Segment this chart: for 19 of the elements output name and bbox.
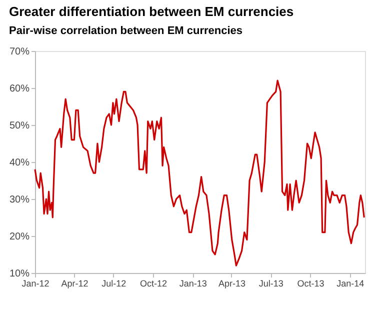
y-tick-label: 60%	[9, 84, 30, 94]
x-tick-label: Oct-12	[140, 278, 168, 288]
y-tick-label: 50%	[9, 120, 30, 132]
x-tick-label: Apr-13	[218, 278, 246, 288]
line-series	[34, 80, 365, 266]
y-tick-label: 70%	[9, 46, 30, 58]
y-tick-label: 30%	[9, 194, 30, 206]
y-tick-label: 10%	[9, 268, 30, 280]
x-tick-label: Jul-13	[258, 278, 284, 288]
x-tick-label: Apr-12	[61, 278, 88, 288]
x-tick-label: Jul-12	[102, 278, 126, 288]
y-tick-label: 40%	[9, 158, 30, 168]
x-tick-label: Jan-12	[22, 278, 50, 288]
x-tick-label: Oct-13	[297, 278, 324, 288]
chart-title: Greater differentiation between EM currencies	[8, 4, 294, 19]
x-tick-label: Jan-13	[179, 278, 207, 288]
y-tick-label: 20%	[9, 232, 30, 242]
x-tick-label: Jan-14	[336, 278, 364, 288]
chart-subtitle: Pair-wise correlation between EM currencies	[8, 25, 243, 37]
